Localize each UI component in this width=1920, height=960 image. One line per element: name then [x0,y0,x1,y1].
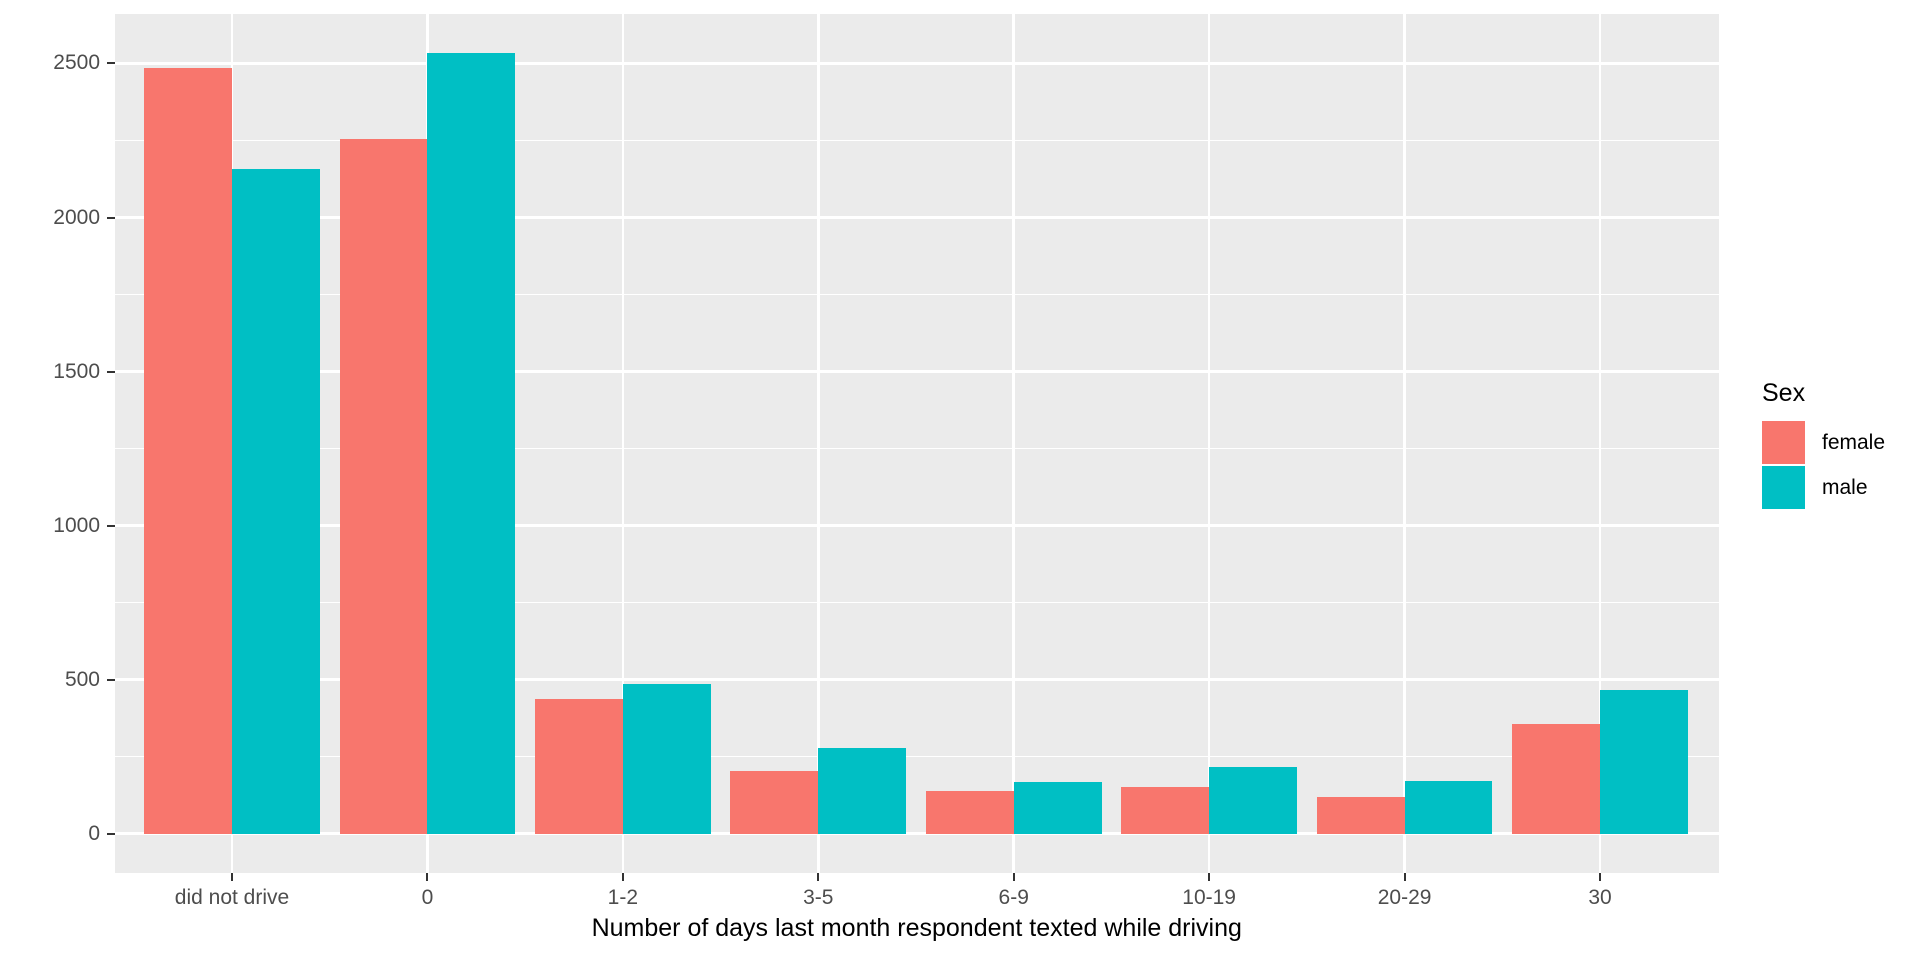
x-tick [1403,872,1406,881]
x-tick-label: did not drive [174,886,290,909]
bar-female-30 [1512,723,1600,834]
bar-male-6-9 [1013,782,1102,834]
bar-female-10-19 [1121,787,1210,834]
gridline-major [114,832,1719,835]
x-tick [1012,872,1015,881]
bar-female-20-29 [1316,796,1405,834]
y-tick [106,832,115,835]
x-tick [817,872,820,881]
y-tick-label: 2000 [53,205,100,229]
x-tick-label: 0 [421,886,434,909]
bar-female-1-2 [535,699,623,834]
y-tick [106,370,115,373]
bar-female-3-5 [730,770,819,834]
gridline-minor [114,293,1719,296]
legend-label-female: female [1822,431,1886,454]
y-tick [106,678,115,681]
bar-female-6-9 [925,791,1014,834]
bar-male-20-29 [1404,781,1493,834]
gridline-minor [114,602,1719,604]
bar-male-1-2 [622,684,711,834]
bar-male-3-5 [818,748,907,834]
gridline-major [114,216,1719,219]
gridline-major [114,524,1719,527]
y-tick-label: 500 [64,667,100,691]
x-tick [426,872,429,881]
bar-female-0 [339,138,428,834]
x-tick [621,872,624,881]
legend-swatch-female [1762,421,1805,464]
x-tick-label: 10-19 [1182,886,1236,909]
bar-male-0 [427,53,516,834]
plot-panel [114,14,1719,873]
gridline-major-vertical [1207,14,1211,873]
x-tick-label: 20-29 [1377,886,1432,909]
x-tick [1208,872,1211,881]
x-tick-label: 30 [1588,886,1612,909]
gridline-minor [114,139,1719,142]
gridline-major [114,370,1719,373]
y-tick [106,216,115,219]
x-tick-label: 1-2 [607,886,639,909]
gridline-major-vertical [1403,14,1406,873]
x-tick [1599,872,1601,881]
bar-male-10-19 [1209,767,1297,834]
y-tick-label: 1500 [53,359,100,383]
bar-male-30 [1600,689,1688,834]
x-tick-label: 3-5 [803,886,834,909]
gridline-minor [114,447,1719,450]
gridline-major [114,62,1719,65]
legend-title: Sex [1762,379,1806,407]
x-tick [231,872,233,881]
y-tick [106,62,115,65]
gridline-major [114,678,1719,681]
y-tick-label: 1000 [53,513,100,537]
gridline-major-vertical [817,14,820,873]
x-axis-title: Number of days last month respondent tex… [591,914,1242,942]
bar-female-did-not-drive [144,68,232,834]
x-tick-label: 6-9 [998,886,1029,909]
y-tick [106,524,115,527]
gridline-major-vertical [621,14,625,873]
gridline-major-vertical [1012,14,1015,873]
y-tick-label: 0 [88,821,100,845]
gridline-minor [114,756,1719,758]
bar-male-did-not-drive [232,169,320,834]
y-tick-label: 2500 [53,51,100,75]
legend-swatch-male [1762,466,1805,509]
gridline-major-vertical [1598,14,1602,873]
legend-label-male: male [1822,476,1868,499]
